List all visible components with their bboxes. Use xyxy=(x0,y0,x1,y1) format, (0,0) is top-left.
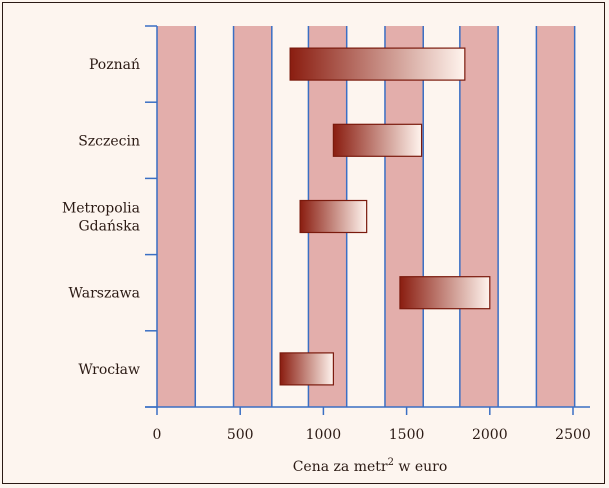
x-tick-label-3: 1500 xyxy=(389,427,425,443)
chart-frame xyxy=(2,2,605,484)
category-label-2-line-0: Metropolia xyxy=(62,201,140,217)
x-tick-label-5: 2500 xyxy=(555,427,591,443)
background-stripe-4 xyxy=(459,26,499,407)
range-bar-3 xyxy=(399,276,491,310)
x-axis-title: Cena za metr2 w euro xyxy=(293,457,448,475)
category-label-0: Poznań xyxy=(89,57,140,73)
x-tick-label-4: 2000 xyxy=(472,427,508,443)
range-bar-1 xyxy=(332,123,423,157)
x-tick-label-1: 500 xyxy=(227,427,254,443)
background-stripe-3 xyxy=(384,26,424,407)
background-stripe-0 xyxy=(157,26,196,407)
range-bar-2 xyxy=(299,199,368,234)
x-axis-title-sup: 2 xyxy=(388,457,394,468)
background-stripe-1 xyxy=(233,26,272,407)
category-label-1: Szczecin xyxy=(78,133,140,149)
category-label-2-line-1: Gdańska xyxy=(78,219,140,235)
x-tick-label-0: 0 xyxy=(153,427,162,443)
category-label-4: Wrocław xyxy=(78,362,140,378)
range-bar-0 xyxy=(289,47,466,81)
x-tick-label-2: 1000 xyxy=(306,427,342,443)
background-stripe-5 xyxy=(536,26,575,407)
category-label-3: Warszawa xyxy=(69,286,140,302)
x-axis-title-suffix: w euro xyxy=(394,459,447,475)
range-bar-4 xyxy=(279,352,334,386)
